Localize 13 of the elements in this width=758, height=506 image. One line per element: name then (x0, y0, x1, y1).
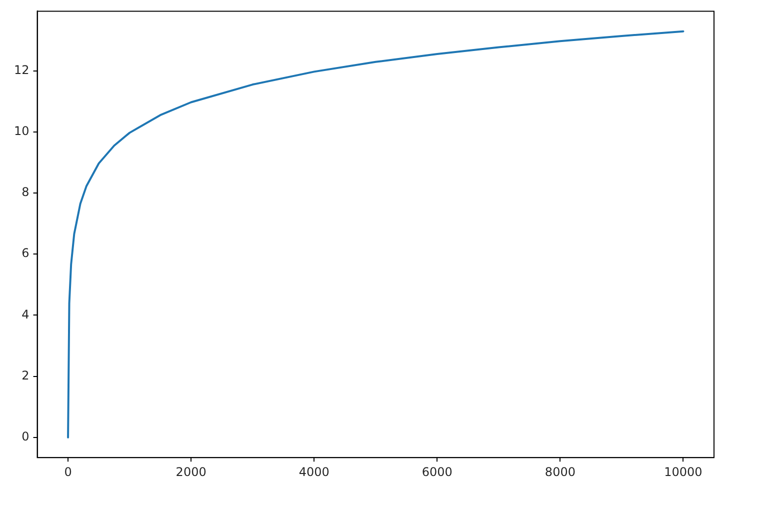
y-tick-label: 12 (14, 62, 30, 77)
y-tick-label: 10 (14, 124, 30, 138)
x-tick-label: 2000 (176, 464, 206, 479)
x-tick-label: 6000 (422, 464, 452, 479)
x-tick-label: 8000 (544, 464, 576, 479)
y-tick-label: 8 (22, 185, 30, 200)
y-tick-label: 4 (22, 307, 30, 322)
x-tick-label: 10000 (664, 464, 702, 479)
x-tick-label: 0 (64, 464, 72, 479)
x-tick-label: 4000 (298, 464, 330, 479)
y-tick-label: 2 (22, 368, 30, 382)
y-tick-label: 6 (22, 246, 30, 260)
y-tick-label: 0 (22, 430, 30, 444)
